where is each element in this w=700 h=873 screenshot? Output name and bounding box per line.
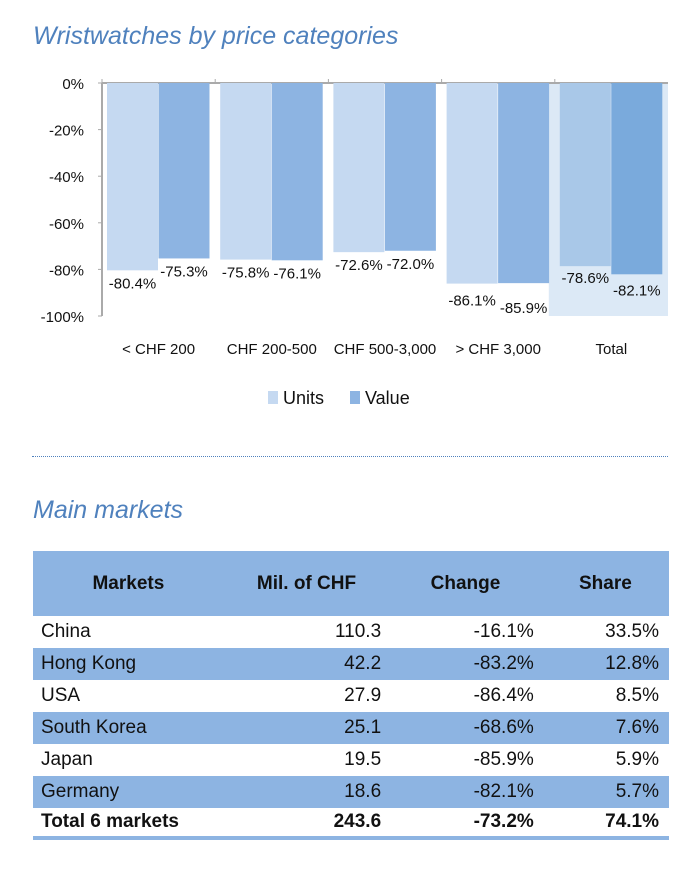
data-label: -76.1% — [273, 265, 321, 282]
bar-units — [333, 83, 385, 253]
cell-value: 42.2 — [223, 648, 390, 680]
y-tick-label: -100% — [41, 309, 84, 326]
cell-change: -16.1% — [473, 621, 534, 642]
cell-change: -68.6% — [389, 712, 542, 744]
bar-units — [446, 83, 498, 284]
bar-value — [271, 83, 323, 261]
legend-label: Units — [283, 388, 324, 408]
data-label: -72.6% — [335, 257, 383, 274]
cell-change: -73.2% — [389, 808, 542, 840]
data-label: -86.1% — [448, 293, 496, 310]
legend-swatch-units — [268, 391, 278, 404]
data-label: -75.3% — [160, 263, 208, 280]
bar-units — [107, 83, 158, 271]
col-header-mil-chf: Mil. of CHF — [223, 551, 390, 616]
x-tick-label: > CHF 3,000 — [455, 341, 540, 358]
cell-share: 5.7% — [541, 776, 669, 808]
col-header-markets: Markets — [33, 551, 224, 616]
legend-label: Value — [365, 388, 410, 408]
section-divider — [32, 456, 668, 457]
cell-share: 5.9% — [615, 749, 659, 770]
legend-swatch-value — [350, 391, 360, 404]
table-row: USA 27.9 -86.4% 8.5% — [33, 680, 669, 712]
cell-share: 12.8% — [541, 648, 669, 680]
data-label: -75.8% — [222, 265, 270, 282]
y-tick-label: -60% — [49, 216, 84, 233]
bar-value — [611, 83, 663, 275]
cell-share: 7.6% — [541, 712, 669, 744]
x-tick-label: CHF 500-3,000 — [334, 341, 437, 358]
cell-share: 33.5% — [605, 621, 659, 642]
bar-value — [498, 83, 550, 284]
cell-market: Hong Kong — [33, 648, 224, 680]
table-title: Main markets — [33, 496, 184, 524]
cell-value: 18.6 — [223, 776, 390, 808]
bar-chart: 0%-20%-40%-60%-80%-100%< CHF 200-80.4%-7… — [41, 76, 668, 408]
cell-market: Germany — [33, 776, 224, 808]
x-tick-label: CHF 200-500 — [227, 341, 317, 358]
cell-value: 110.3 — [335, 621, 382, 642]
x-tick-label: < CHF 200 — [122, 341, 195, 358]
table-row: Japan 19.5 -85.9% 5.9% — [33, 744, 669, 776]
markets-table: Markets Mil. of CHF Change Share China 11… — [33, 551, 669, 840]
cell-market: Total 6 markets — [33, 808, 224, 840]
col-header-change: Change — [389, 551, 542, 616]
table-row: Hong Kong 42.2 -83.2% 12.8% — [33, 648, 669, 680]
cell-market: China — [41, 621, 91, 642]
table-total-row: Total 6 markets 243.6 -73.2% 74.1% — [33, 808, 669, 840]
cell-market: USA — [41, 685, 81, 706]
data-label: -82.1% — [613, 282, 661, 299]
cell-value: 19.5 — [344, 749, 382, 770]
y-tick-label: -40% — [49, 169, 84, 186]
table-row: South Korea 25.1 -68.6% 7.6% — [33, 712, 669, 744]
bar-units — [220, 83, 272, 260]
cell-share: 74.1% — [541, 808, 669, 840]
cell-market: Japan — [41, 749, 93, 770]
cell-share: 8.5% — [615, 685, 659, 706]
data-label: -78.6% — [562, 270, 610, 287]
chart-title: Wristwatches by price categories — [33, 22, 399, 50]
cell-change: -83.2% — [389, 648, 542, 680]
table-row: Germany 18.6 -82.1% 5.7% — [33, 776, 669, 808]
cell-market: South Korea — [33, 712, 224, 744]
col-header-share: Share — [541, 551, 669, 616]
bar-units — [559, 83, 611, 267]
cell-change: -86.4% — [473, 685, 534, 706]
cell-value: 25.1 — [223, 712, 390, 744]
data-label: -85.9% — [500, 300, 548, 317]
bar-value — [384, 83, 436, 251]
cell-change: -82.1% — [389, 776, 542, 808]
cell-value: 243.6 — [223, 808, 390, 840]
x-tick-label: Total — [596, 341, 628, 358]
y-tick-label: 0% — [62, 76, 84, 93]
data-label: -80.4% — [109, 275, 157, 292]
data-label: -72.0% — [387, 256, 435, 273]
y-tick-label: -20% — [49, 123, 84, 140]
bar-value — [158, 83, 210, 259]
cell-change: -85.9% — [473, 749, 534, 770]
table-row: China 110.3 -16.1% 33.5% — [33, 616, 669, 648]
y-tick-label: -80% — [49, 262, 84, 279]
cell-value: 27.9 — [344, 685, 382, 706]
